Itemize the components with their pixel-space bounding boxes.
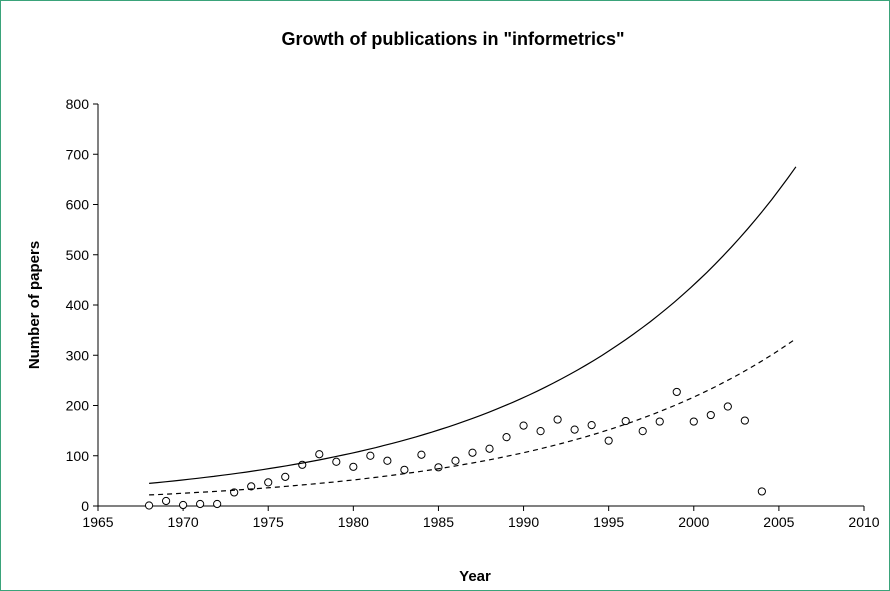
x-tick-label: 1975 — [253, 514, 284, 530]
y-tick-label: 0 — [81, 498, 89, 514]
x-tick-label: 1995 — [593, 514, 624, 530]
axis-ticks: 0 100 200 300 400 500 600 700 800 1965 1970 1975 198… — [66, 96, 880, 530]
data-point — [655, 417, 664, 426]
y-tick-label: 300 — [66, 347, 90, 363]
data-point — [434, 463, 443, 472]
data-point — [161, 496, 171, 506]
y-tick-label: 700 — [66, 146, 90, 162]
data-point — [672, 387, 681, 397]
data-point — [638, 427, 647, 436]
x-tick-label: 1980 — [338, 514, 369, 530]
data-point — [536, 427, 545, 436]
data-point — [485, 444, 494, 453]
data-point — [349, 462, 358, 471]
y-tick-label: 100 — [66, 448, 90, 464]
data-point — [706, 410, 715, 420]
data-point — [264, 478, 273, 487]
y-tick-label: 600 — [66, 197, 90, 213]
data-point — [213, 499, 222, 509]
data-point — [519, 421, 528, 430]
data-point — [553, 415, 562, 424]
data-point — [179, 500, 188, 510]
data-point — [451, 456, 460, 465]
data-point — [689, 417, 698, 426]
x-axis-label: Year — [459, 568, 491, 585]
x-tick-label: 2000 — [678, 514, 709, 530]
y-tick-label: 800 — [66, 96, 90, 112]
data-point — [468, 448, 477, 457]
x-tick-label: 2010 — [848, 514, 879, 530]
x-tick-label: 1990 — [508, 514, 539, 530]
data-point — [281, 472, 290, 481]
data-point — [757, 487, 766, 496]
data-point — [604, 436, 613, 445]
data-point — [587, 420, 596, 430]
series-layer — [144, 166, 797, 510]
data-point — [332, 457, 341, 466]
data-point — [400, 465, 409, 474]
x-tick-label: 1985 — [423, 514, 454, 530]
x-tick-label: 1965 — [82, 514, 113, 530]
data-point — [366, 451, 375, 460]
data-point — [723, 402, 732, 411]
data-point — [144, 501, 154, 510]
data-point — [196, 499, 205, 509]
y-tick-label: 500 — [66, 247, 90, 263]
y-axis-label: Number of papers — [26, 241, 43, 369]
data-point — [570, 425, 579, 434]
x-tick-label: 1970 — [168, 514, 199, 530]
data-point — [502, 433, 511, 442]
y-tick-label: 200 — [66, 398, 90, 414]
data-point — [417, 450, 426, 459]
x-tick-label: 2005 — [763, 514, 794, 530]
dashed-trend-line — [149, 338, 797, 496]
data-point — [247, 482, 256, 491]
solid-trend-line — [149, 166, 797, 484]
data-point — [740, 416, 749, 425]
data-point — [383, 456, 392, 465]
chart-title: Growth of publications in "informetrics" — [281, 29, 624, 49]
y-tick-label: 400 — [66, 297, 90, 313]
data-point — [621, 416, 630, 426]
data-point — [315, 450, 324, 459]
